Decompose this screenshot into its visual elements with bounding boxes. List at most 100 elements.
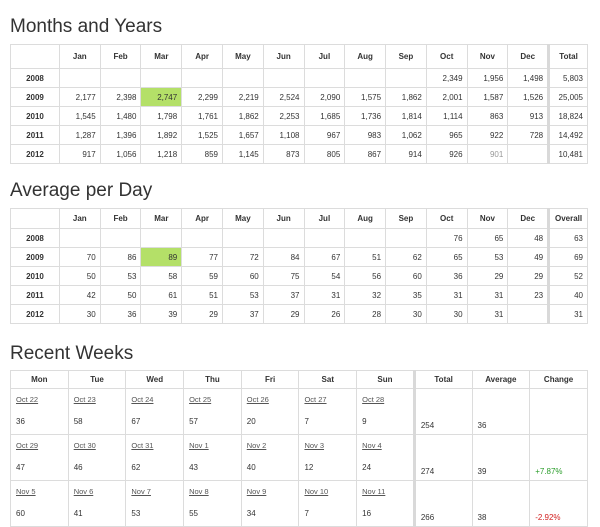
week-change-cell: [529, 388, 588, 435]
day-date-link[interactable]: Nov 11: [362, 487, 386, 496]
months-total-cell: 25,005: [547, 87, 588, 107]
average-cell: 30: [58, 304, 101, 324]
day-date-link[interactable]: Nov 4: [362, 441, 382, 450]
months-cell: 2,524: [262, 87, 305, 107]
months-cell: 1,526: [507, 87, 550, 107]
day-date-link[interactable]: Nov 7: [131, 487, 151, 496]
months-total-cell: 14,492: [547, 125, 588, 145]
months-cell: 1,575: [344, 87, 387, 107]
day-count: 20: [246, 417, 256, 426]
weeks-header-fri: Fri: [240, 370, 300, 389]
months-cell: 873: [262, 144, 305, 164]
months-cell: 2,090: [303, 87, 346, 107]
months-header-nov: Nov: [466, 44, 509, 69]
day-date-link[interactable]: Nov 6: [73, 487, 94, 496]
months-cell: 1,545: [58, 106, 101, 126]
weeks-header-thu: Thu: [183, 370, 242, 389]
day-date-link[interactable]: Nov 8: [189, 487, 209, 496]
average-cell: 70: [58, 247, 101, 267]
average-cell: [507, 304, 550, 324]
day-cell: Nov 7 53: [125, 480, 185, 527]
months-year-label: 2009: [10, 87, 60, 107]
months-header-total: Total: [547, 44, 588, 69]
weeks-title: Recent Weeks: [10, 343, 134, 364]
average-cell: [385, 228, 427, 248]
day-date-link[interactable]: Oct 29: [16, 441, 39, 450]
day-date-link[interactable]: Oct 24: [131, 395, 154, 404]
day-date-link[interactable]: Nov 3: [304, 441, 325, 450]
average-total-cell: 69: [547, 247, 588, 267]
average-cell: 51: [344, 247, 387, 267]
months-cell: 1,145: [221, 144, 264, 164]
months-cell: 1,657: [221, 125, 264, 145]
week-average-cell: 38: [471, 480, 531, 527]
week-total-cell: 274: [412, 434, 473, 481]
average-cell: [99, 228, 142, 248]
week-row: Nov 5 60 Nov 6 41 Nov 7 53 Nov 8 55 Nov 9 34 Nov 1…: [10, 480, 588, 527]
months-row: 2008 2,349 1,956 1,498 5,803: [10, 68, 588, 88]
average-cell: [344, 228, 387, 248]
months-cell: 965: [425, 125, 468, 145]
weeks-header-average: Average: [471, 370, 531, 389]
months-year-label: 2008: [10, 68, 60, 88]
day-date-link[interactable]: Nov 5: [16, 487, 36, 496]
average-cell: 60: [221, 266, 264, 286]
average-cell: 50: [58, 266, 101, 286]
day-date-link[interactable]: Nov 1: [189, 441, 209, 450]
day-count: 58: [73, 417, 83, 426]
months-cell: [221, 68, 264, 88]
day-date-link[interactable]: Oct 26: [246, 395, 269, 404]
day-date-link[interactable]: Oct 27: [304, 395, 327, 404]
day-date-link[interactable]: Nov 9: [246, 487, 267, 496]
average-cell: 65: [466, 228, 509, 248]
months-cell: [385, 68, 427, 88]
day-count: 55: [189, 509, 198, 518]
months-cell: 1,114: [425, 106, 468, 126]
week-average: 38: [477, 513, 487, 522]
day-cell: Nov 1 43: [183, 434, 242, 481]
average-header-dec: Dec: [507, 208, 550, 229]
day-count: 36: [16, 417, 25, 426]
months-cell: 728: [507, 125, 550, 145]
day-date-link[interactable]: Oct 28: [362, 395, 385, 404]
day-date-link[interactable]: Oct 25: [189, 395, 212, 404]
months-cell: 926: [425, 144, 468, 164]
average-cell: [58, 228, 101, 248]
day-date-link[interactable]: Nov 10: [304, 487, 329, 496]
average-header-oct: Oct: [425, 208, 468, 229]
average-cell: 31: [425, 285, 468, 305]
day-count: 62: [131, 463, 141, 472]
weeks-header-sat: Sat: [298, 370, 358, 389]
months-cell: 1,736: [344, 106, 387, 126]
average-cell: 37: [221, 304, 264, 324]
day-cell: Oct 22 36: [10, 388, 69, 435]
months-cell: 1,396: [99, 125, 142, 145]
day-cell: Nov 5 60: [10, 480, 69, 527]
months-row: 2011 1,287 1,396 1,892 1,525 1,657 1,108 967 983…: [10, 125, 588, 145]
average-title: Average per Day: [10, 180, 153, 201]
months-cell: 1,761: [181, 106, 223, 126]
day-date-link[interactable]: Oct 22: [16, 395, 39, 404]
average-cell: 75: [262, 266, 305, 286]
average-cell: 53: [466, 247, 509, 267]
months-cell: [181, 68, 223, 88]
day-date-link[interactable]: Oct 23: [73, 395, 96, 404]
months-cell: 2,747: [140, 87, 183, 107]
day-date-link[interactable]: Oct 31: [131, 441, 154, 450]
months-title: Months and Years: [10, 16, 163, 37]
day-cell: Nov 10 7: [298, 480, 358, 527]
months-cell: 1,862: [385, 87, 427, 107]
months-cell: [99, 68, 142, 88]
average-cell: [303, 228, 346, 248]
day-count: 53: [131, 509, 141, 518]
day-date-link[interactable]: Nov 2: [246, 441, 267, 450]
average-cell: 37: [262, 285, 305, 305]
average-cell: [140, 228, 183, 248]
week-change-cell: +7.87%: [529, 434, 588, 481]
average-cell: 36: [425, 266, 468, 286]
day-cell: Oct 26 20: [240, 388, 300, 435]
months-total-cell: 5,803: [547, 68, 588, 88]
day-date-link[interactable]: Oct 30: [73, 441, 96, 450]
months-cell: [140, 68, 183, 88]
weeks-header-sun: Sun: [356, 370, 415, 389]
